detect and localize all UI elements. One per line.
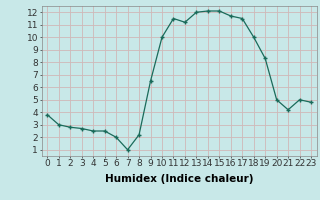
X-axis label: Humidex (Indice chaleur): Humidex (Indice chaleur) [105, 174, 253, 184]
